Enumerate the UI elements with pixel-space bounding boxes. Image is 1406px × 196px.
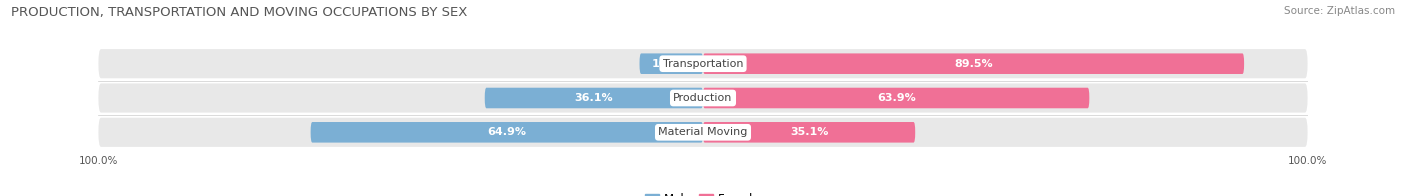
Text: PRODUCTION, TRANSPORTATION AND MOVING OCCUPATIONS BY SEX: PRODUCTION, TRANSPORTATION AND MOVING OC… bbox=[11, 6, 468, 19]
FancyBboxPatch shape bbox=[311, 122, 703, 143]
FancyBboxPatch shape bbox=[485, 88, 703, 108]
Text: Transportation: Transportation bbox=[662, 59, 744, 69]
FancyBboxPatch shape bbox=[703, 122, 915, 143]
FancyBboxPatch shape bbox=[98, 118, 1308, 147]
FancyBboxPatch shape bbox=[98, 83, 1308, 113]
FancyBboxPatch shape bbox=[703, 88, 1090, 108]
Text: Production: Production bbox=[673, 93, 733, 103]
Text: Material Moving: Material Moving bbox=[658, 127, 748, 137]
Text: 89.5%: 89.5% bbox=[955, 59, 993, 69]
Text: 64.9%: 64.9% bbox=[488, 127, 526, 137]
Text: 36.1%: 36.1% bbox=[575, 93, 613, 103]
FancyBboxPatch shape bbox=[640, 54, 703, 74]
FancyBboxPatch shape bbox=[98, 49, 1308, 78]
Text: 35.1%: 35.1% bbox=[790, 127, 828, 137]
Text: 63.9%: 63.9% bbox=[877, 93, 915, 103]
Legend: Male, Female: Male, Female bbox=[641, 188, 765, 196]
FancyBboxPatch shape bbox=[703, 54, 1244, 74]
Text: Source: ZipAtlas.com: Source: ZipAtlas.com bbox=[1284, 6, 1395, 16]
Text: 10.5%: 10.5% bbox=[652, 59, 690, 69]
